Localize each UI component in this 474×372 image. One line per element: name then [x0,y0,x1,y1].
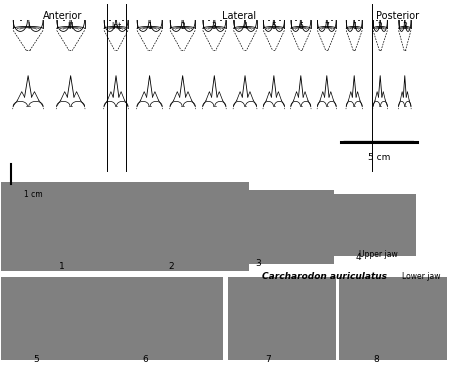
Text: I: I [27,22,29,31]
Text: 1: 1 [352,22,356,31]
Text: Int: Int [111,22,121,31]
Text: III: III [67,22,74,31]
Text: 1: 1 [147,22,152,31]
Text: 7: 7 [324,22,329,31]
Bar [228,277,336,360]
Text: Posterior: Posterior [376,11,419,21]
Bar [331,194,416,256]
Text: 3: 3 [402,22,407,31]
Text: 2: 2 [180,22,185,31]
Text: 1: 1 [59,262,65,271]
Text: 6: 6 [298,22,303,31]
Bar [0,277,114,360]
Bar [109,277,223,360]
Text: 3: 3 [255,259,261,268]
Bar [114,182,249,271]
Text: Lateral: Lateral [222,11,256,21]
Text: Anterior: Anterior [43,11,82,21]
Text: 3: 3 [212,22,217,31]
Text: Upper jaw: Upper jaw [359,250,398,259]
Text: 5: 5 [33,355,39,363]
Text: 4: 4 [243,22,247,31]
Text: 1 cm: 1 cm [24,190,43,199]
Text: 2: 2 [168,262,173,271]
Bar [232,190,334,264]
Text: 2: 2 [378,22,383,31]
Text: 8: 8 [374,355,379,363]
Text: 6: 6 [142,355,148,363]
Text: 4: 4 [356,253,361,262]
Text: 5 cm: 5 cm [368,153,390,162]
Text: 5: 5 [272,22,276,31]
Text: 7: 7 [265,355,271,363]
Bar [0,182,138,271]
Text: Carcharodon auriculatus: Carcharodon auriculatus [262,272,387,281]
Bar [338,277,447,360]
Text: Lower jaw: Lower jaw [402,272,440,281]
